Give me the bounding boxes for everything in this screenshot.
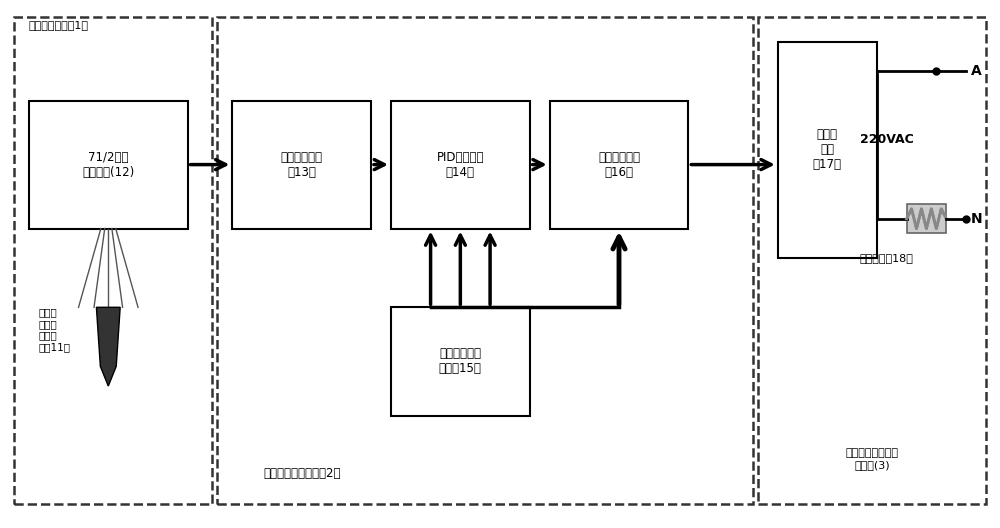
Text: 精密测温装置（1）: 精密测温装置（1） xyxy=(29,20,89,30)
Text: 二等标
准铂电
阻温度
计（11）: 二等标 准铂电 阻温度 计（11） xyxy=(39,307,71,352)
Text: A: A xyxy=(971,64,982,78)
Text: 功率输出模块
（16）: 功率输出模块 （16） xyxy=(598,150,640,178)
Bar xyxy=(391,101,530,229)
Text: 温度精密控制装置（2）: 温度精密控制装置（2） xyxy=(263,467,340,479)
Text: 220VAC: 220VAC xyxy=(860,134,914,146)
Bar xyxy=(29,101,188,229)
Text: PID控制模块
（14）: PID控制模块 （14） xyxy=(437,150,484,178)
Text: 固态继电器加热控
制装置(3): 固态继电器加热控 制装置(3) xyxy=(845,448,898,470)
Bar xyxy=(232,101,371,229)
Bar xyxy=(550,101,688,229)
Polygon shape xyxy=(96,307,120,386)
Text: 71/2位高
精度数表(12): 71/2位高 精度数表(12) xyxy=(82,150,134,178)
Bar xyxy=(391,307,530,416)
Text: 自学习型调节
模块（15）: 自学习型调节 模块（15） xyxy=(439,347,482,375)
Bar xyxy=(758,17,986,504)
Bar xyxy=(907,204,946,233)
Text: 加热组件（18）: 加热组件（18） xyxy=(860,253,914,263)
Bar xyxy=(14,17,212,504)
Text: 固态继
电器
（17）: 固态继 电器 （17） xyxy=(813,128,842,171)
Bar xyxy=(217,17,753,504)
Bar xyxy=(778,42,877,258)
Text: N: N xyxy=(971,212,983,226)
Text: 温度转换模块
（13）: 温度转换模块 （13） xyxy=(281,150,323,178)
